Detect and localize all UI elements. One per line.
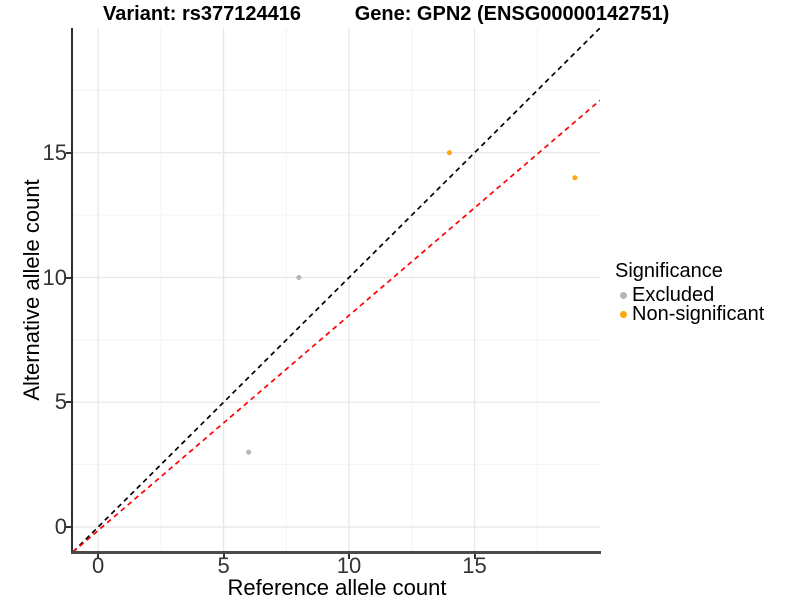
y-axis-title: Alternative allele count [19, 179, 44, 401]
plot-title-variant: Variant: rs377124416 [103, 3, 301, 25]
y-axis-line [71, 28, 73, 554]
data-point-non-significant [572, 175, 578, 181]
plot-title-gene: Gene: GPN2 (ENSG00000142751) [354, 3, 670, 25]
legend-dot-icon [620, 292, 627, 299]
x-axis-title: Reference allele count [227, 575, 447, 600]
x-tick-mark [473, 554, 476, 559]
plot-panel [73, 28, 600, 552]
identity-line [73, 28, 600, 552]
x-tick-label: 15 [462, 553, 487, 578]
plot-canvas [73, 28, 600, 552]
data-point-non-significant [446, 150, 452, 156]
x-tick-label: 5 [217, 553, 230, 578]
data-point-excluded [296, 275, 302, 281]
y-tick-label: 10 [42, 264, 67, 290]
x-tick-label: 10 [336, 553, 362, 578]
x-tick-mark [222, 554, 225, 559]
x-axis-line [71, 551, 601, 554]
legend: Significance Excluded Non-significant [613, 259, 764, 324]
legend-entry-label: Non-significant [632, 303, 765, 325]
expected-ratio-line [73, 99, 600, 552]
legend-entry-non-significant: Non-significant [613, 303, 765, 325]
y-tick-label: 0 [54, 514, 67, 540]
y-tick-mark [66, 401, 71, 404]
x-tick-mark [97, 554, 100, 559]
data-point-excluded [246, 449, 252, 455]
legend-dot-icon [620, 311, 627, 318]
y-tick-label: 15 [42, 139, 67, 165]
y-tick-mark [66, 151, 71, 154]
y-tick-mark [66, 526, 71, 529]
x-tick-label: 0 [91, 553, 105, 578]
y-tick-label: 5 [54, 389, 67, 415]
y-tick-mark [66, 276, 71, 279]
legend-entry-label: Excluded [632, 284, 715, 306]
legend-entries: Excluded Non-significant [613, 284, 765, 325]
legend-title: Significance [615, 260, 723, 282]
x-tick-mark [348, 554, 351, 559]
legend-entry-excluded: Excluded [613, 284, 764, 306]
